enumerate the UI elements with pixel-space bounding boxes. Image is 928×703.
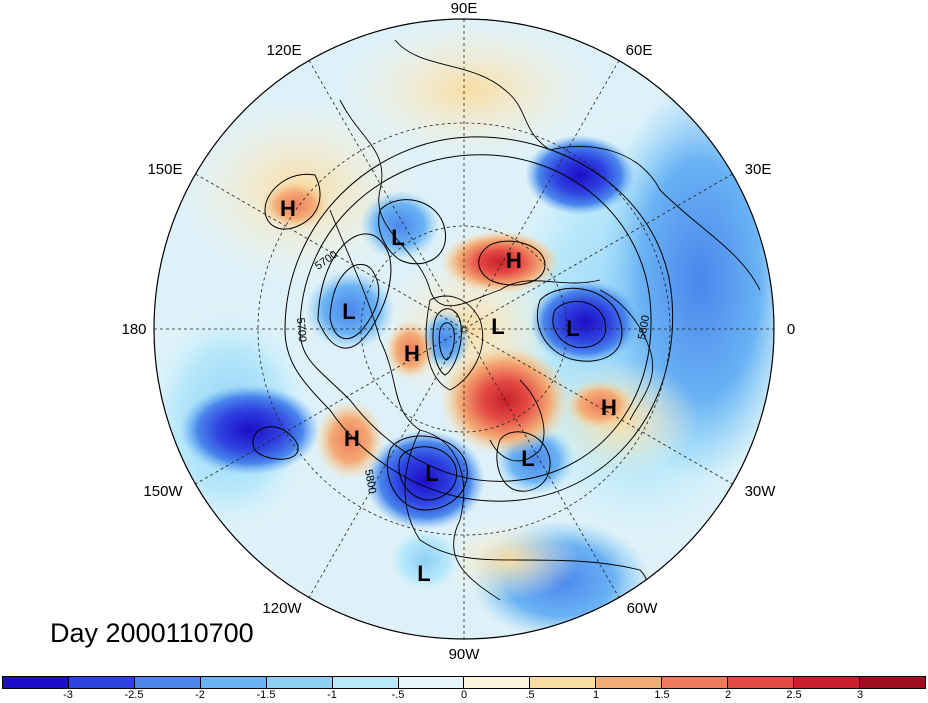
- map-boundary: [153, 18, 775, 640]
- colorbar-segment: [200, 677, 267, 688]
- longitude-label-150w: 150W: [143, 483, 183, 500]
- pressure-center: H: [404, 341, 420, 366]
- pressure-center: H: [344, 426, 360, 451]
- pressure-center: L: [342, 299, 355, 324]
- colorbar-tick-label: 0: [460, 689, 468, 701]
- longitude-label-30w: 30W: [745, 483, 777, 500]
- colorbar-tick-label: 1: [592, 689, 600, 701]
- colorbar-segment: [596, 677, 663, 688]
- colorbar-segment: [859, 677, 925, 688]
- colorbar-tick-label: -.5: [391, 689, 405, 701]
- graticule: [154, 19, 774, 639]
- colorbar-segment: [662, 677, 729, 688]
- longitude-label-150e: 150E: [147, 161, 182, 178]
- colorbar-tick-label: 2.5: [786, 689, 802, 701]
- longitude-label-60e: 60E: [626, 42, 653, 59]
- day-label: Day 2000110700: [50, 618, 254, 648]
- colorbar-segment: [728, 677, 795, 688]
- polar-map: 5700 5700 5800 5800 90E 120E 60E 150E 30…: [121, 0, 795, 663]
- contour-label: 5800: [362, 468, 378, 494]
- pressure-center: H: [506, 248, 522, 273]
- colorbar-labels: -3 -2.5 -2 -1.5 -1 -.5 0 .5 1 1.5 2 2.5 3: [2, 689, 926, 703]
- colorbar: [2, 676, 926, 689]
- pressure-center: H: [601, 395, 617, 420]
- longitude-label-30e: 30E: [745, 161, 772, 178]
- colorbar-segment: [134, 677, 201, 688]
- longitude-label-120e: 120E: [266, 42, 301, 59]
- colorbar-tick-label: -2.5: [124, 689, 144, 701]
- longitude-label-60w: 60W: [627, 600, 659, 617]
- colorbar-segment: [3, 677, 69, 688]
- colorbar-segment: [794, 677, 860, 688]
- colorbar-tick-label: 1.5: [654, 689, 670, 701]
- colorbar-segment: [530, 677, 597, 688]
- colorbar-segment: [398, 677, 465, 688]
- pressure-center: L: [491, 314, 504, 339]
- colorbar-tick-label: .5: [525, 689, 535, 701]
- colorbar-tick-label: -1: [327, 689, 337, 701]
- pressure-center: L: [391, 225, 404, 250]
- colorbar-tick-label: 2: [724, 689, 732, 701]
- longitude-label-90w: 90W: [449, 646, 481, 663]
- pressure-center: L: [417, 561, 430, 586]
- longitude-label-180: 180: [121, 321, 146, 338]
- height-contours: [252, 136, 674, 511]
- colorbar-segment: [266, 677, 333, 688]
- pressure-center: L: [425, 461, 438, 486]
- pressure-center: L: [521, 446, 534, 471]
- colorbar-segment: [68, 677, 135, 688]
- longitude-label-120w: 120W: [262, 600, 302, 617]
- colorbar-tick-label: -1.5: [256, 689, 276, 701]
- longitude-label-0: 0: [787, 321, 795, 338]
- pressure-center: H: [280, 196, 296, 221]
- colorbar-tick-label: 3: [856, 689, 864, 701]
- colorbar-segment: [332, 677, 399, 688]
- contour-label: 5800: [636, 314, 652, 340]
- colorbar-tick-label: -3: [63, 689, 73, 701]
- anomaly-shading: [154, 19, 774, 639]
- longitude-label-90e: 90E: [451, 0, 478, 17]
- colorbar-tick-label: -2: [195, 689, 205, 701]
- pressure-center: L: [566, 316, 579, 341]
- colorbar-segment: [464, 677, 531, 688]
- contour-label: 5700: [294, 317, 308, 342]
